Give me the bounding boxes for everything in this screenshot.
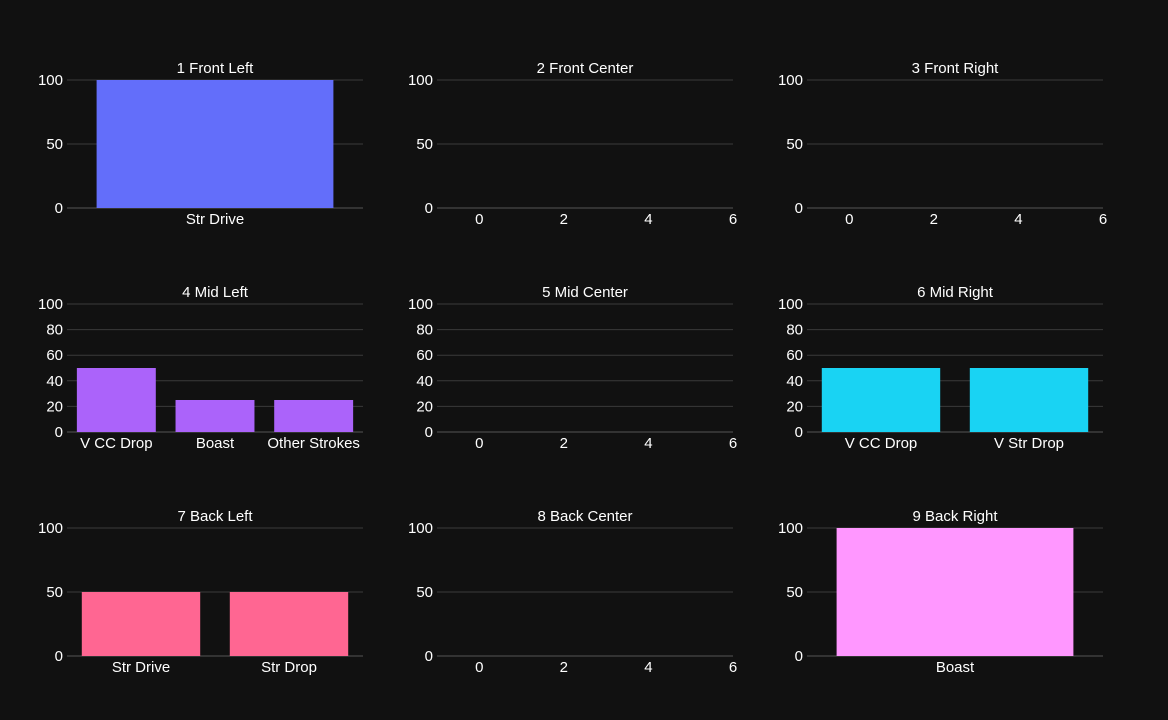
x-tick-label: 4 [1014, 211, 1022, 228]
y-tick-label: 50 [786, 136, 803, 153]
subplot-title: 9 Back Right [912, 508, 998, 525]
y-tick-label: 100 [38, 72, 63, 89]
y-tick-label: 0 [795, 648, 803, 665]
x-tick-label: Str Drive [186, 211, 244, 228]
x-tick-label: 0 [845, 211, 853, 228]
x-tick-label: 2 [930, 211, 938, 228]
x-tick-label: 4 [644, 435, 652, 452]
subplot-title: 2 Front Center [537, 60, 634, 77]
y-tick-label: 100 [778, 296, 803, 313]
y-tick-label: 100 [778, 520, 803, 537]
y-tick-label: 0 [425, 648, 433, 665]
y-tick-label: 80 [416, 322, 433, 339]
x-tick-label: 6 [1099, 211, 1107, 228]
subplot-title: 6 Mid Right [917, 284, 994, 301]
y-tick-label: 50 [416, 584, 433, 601]
y-tick-label: 60 [46, 347, 63, 364]
x-tick-label: Other Strokes [267, 435, 360, 452]
x-tick-label: 2 [560, 211, 568, 228]
x-tick-label: Boast [196, 435, 235, 452]
y-tick-label: 100 [38, 296, 63, 313]
x-tick-label: 6 [729, 211, 737, 228]
subplot-6: 6 Mid Right 0 20 40 60 80 100 V CC Drop V Str Dr… [778, 284, 1103, 452]
bar [274, 400, 354, 432]
x-tick-label: Str Drop [261, 659, 317, 676]
x-tick-label: 4 [644, 659, 652, 676]
x-tick-label: 2 [560, 435, 568, 452]
y-tick-label: 50 [46, 584, 63, 601]
y-tick-label: 0 [795, 424, 803, 441]
y-tick-label: 100 [38, 520, 63, 537]
x-tick-label: 4 [644, 211, 652, 228]
subplot-7: 7 Back Left 0 50 100 Str Drive Str Drop [38, 508, 363, 676]
bar [821, 368, 941, 432]
bar [81, 592, 201, 656]
y-tick-label: 80 [46, 322, 63, 339]
x-tick-label: V CC Drop [80, 435, 153, 452]
subplot-title: 7 Back Left [177, 508, 253, 525]
subplot-2: 2 Front Center 0 50 100 0 2 4 6 [408, 60, 737, 228]
y-tick-label: 0 [55, 200, 63, 217]
y-tick-label: 0 [425, 200, 433, 217]
x-tick-label: V CC Drop [845, 435, 918, 452]
y-tick-label: 100 [408, 296, 433, 313]
x-tick-label: Boast [936, 659, 975, 676]
y-tick-label: 60 [416, 347, 433, 364]
x-tick-label: 2 [560, 659, 568, 676]
bar [969, 368, 1089, 432]
subplot-8: 8 Back Center 0 50 100 0 2 4 6 [408, 508, 737, 676]
subplot-3: 3 Front Right 0 50 100 0 2 4 6 [778, 60, 1107, 228]
subplot-1: 1 Front Left 0 50 100 Str Drive [38, 60, 363, 228]
y-tick-label: 50 [416, 136, 433, 153]
subplot-title: 1 Front Left [177, 60, 255, 77]
x-tick-label: V Str Drop [994, 435, 1064, 452]
subplot-9: 9 Back Right 0 50 100 Boast [778, 508, 1103, 676]
y-tick-label: 80 [786, 322, 803, 339]
y-tick-label: 40 [46, 373, 63, 390]
bar [96, 80, 334, 208]
bar [175, 400, 255, 432]
subplot-title: 5 Mid Center [542, 284, 628, 301]
y-tick-label: 60 [786, 347, 803, 364]
y-tick-label: 50 [786, 584, 803, 601]
x-tick-label: 0 [475, 435, 483, 452]
y-tick-label: 0 [55, 648, 63, 665]
subplot-4: 4 Mid Left 0 20 40 60 80 100 V CC Drop Boast Othe… [38, 284, 363, 452]
subplot-5: 5 Mid Center 0 20 40 60 80 100 0 2 4 6 [408, 284, 737, 452]
x-tick-label: 0 [475, 659, 483, 676]
y-tick-label: 20 [416, 398, 433, 415]
y-tick-label: 20 [786, 398, 803, 415]
y-tick-label: 50 [46, 136, 63, 153]
x-tick-label: 6 [729, 435, 737, 452]
subplot-title: 8 Back Center [537, 508, 632, 525]
subplot-title: 3 Front Right [912, 60, 1000, 77]
y-tick-label: 100 [408, 520, 433, 537]
y-tick-label: 0 [425, 424, 433, 441]
y-tick-label: 0 [55, 424, 63, 441]
bar [229, 592, 349, 656]
x-tick-label: Str Drive [112, 659, 170, 676]
y-tick-label: 40 [416, 373, 433, 390]
subplot-title: 4 Mid Left [182, 284, 249, 301]
y-tick-label: 0 [795, 200, 803, 217]
x-tick-label: 6 [729, 659, 737, 676]
x-tick-label: 0 [475, 211, 483, 228]
y-tick-label: 100 [778, 72, 803, 89]
y-tick-label: 100 [408, 72, 433, 89]
bar [76, 368, 156, 432]
bar [836, 528, 1074, 656]
y-tick-label: 20 [46, 398, 63, 415]
y-tick-label: 40 [786, 373, 803, 390]
